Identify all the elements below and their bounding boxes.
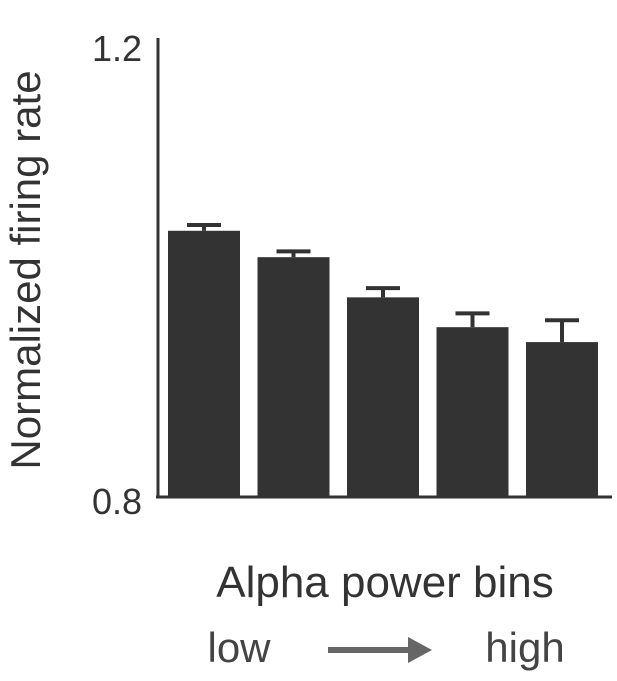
y-axis-label: Normalized firing rate	[2, 70, 49, 469]
bars-group	[168, 223, 598, 497]
y-tick-label-max: 1.2	[92, 28, 142, 69]
y-tick-label-min: 0.8	[92, 481, 142, 522]
bar-1	[168, 230, 240, 497]
bar-4	[436, 327, 509, 497]
bar-3	[347, 297, 419, 497]
x-axis-label: Alpha power bins	[216, 558, 554, 607]
direction-arrow-icon	[328, 637, 432, 663]
high-label: high	[485, 624, 564, 671]
low-label: low	[207, 624, 271, 671]
bar-2	[257, 257, 330, 497]
bar-5	[526, 342, 598, 497]
